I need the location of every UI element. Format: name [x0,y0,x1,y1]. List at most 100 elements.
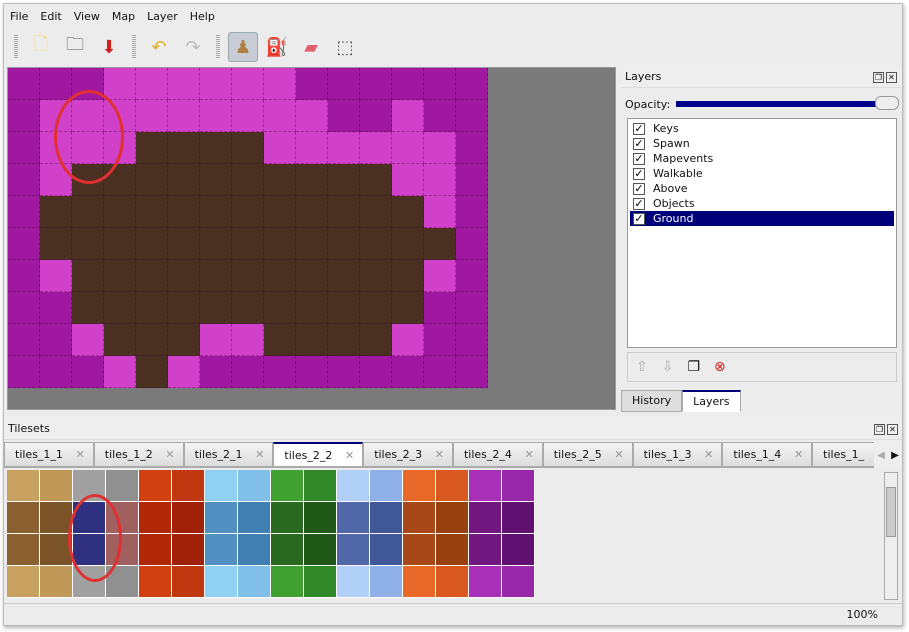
map-tile[interactable] [8,356,40,388]
map-tile[interactable] [168,260,200,292]
undo-button[interactable]: ↶ [144,32,174,62]
stamp-brush-button[interactable]: ♟ [228,32,258,62]
bucket-fill-button[interactable]: ⛽ [262,32,292,62]
toolbar-grip[interactable] [216,35,220,59]
map-tile[interactable] [8,228,40,260]
tileset-tile[interactable] [40,534,73,566]
map-tile[interactable] [168,228,200,260]
float-icon[interactable]: ❐ [873,72,884,83]
tileset-tile[interactable] [40,502,73,534]
tileset-tile[interactable] [172,470,205,502]
tab-history[interactable]: History [621,390,683,412]
tileset-tile[interactable] [469,566,502,598]
tileset-tile[interactable] [403,502,436,534]
close-icon[interactable]: ✕ [887,424,898,435]
map-tile[interactable] [136,164,168,196]
visibility-checkbox[interactable]: ✓ [633,181,645,195]
float-icon[interactable]: ❐ [874,424,885,435]
tileset-tile[interactable] [40,470,73,502]
map-tile[interactable] [456,196,488,228]
visibility-checkbox[interactable]: ✓ [633,196,645,210]
layer-item[interactable]: ✓ Objects [630,196,894,211]
map-tile[interactable] [8,164,40,196]
tileset-tile[interactable] [7,566,40,598]
tileset-tile[interactable] [238,534,271,566]
map-tile[interactable] [72,196,104,228]
map-tile[interactable] [296,356,328,388]
layer-item[interactable]: ✓ Spawn [630,136,894,151]
tileset-tile[interactable] [271,502,304,534]
map-tile[interactable] [264,164,296,196]
map-tile[interactable] [40,260,72,292]
map-tile[interactable] [8,324,40,356]
map-tile[interactable] [360,292,392,324]
tileset-tile[interactable] [271,470,304,502]
tileset-tile[interactable] [469,502,502,534]
map-tile[interactable] [40,292,72,324]
tileset-tab[interactable]: tiles_2_3 ✕ [363,442,453,467]
tileset-tile[interactable] [370,470,403,502]
map-tile[interactable] [136,68,168,100]
map-tile[interactable] [72,292,104,324]
menu-view[interactable]: View [73,9,100,23]
map-tile[interactable] [264,68,296,100]
tileset-tile[interactable] [271,566,304,598]
map-tile[interactable] [72,260,104,292]
map-tile[interactable] [168,356,200,388]
map-tile[interactable] [456,100,488,132]
map-tile[interactable] [360,100,392,132]
tileset-tab[interactable]: tiles_2_4 ✕ [452,442,543,467]
raise-layer-icon[interactable]: ⇧ [636,359,648,375]
map-tile[interactable] [328,164,360,196]
map-tile[interactable] [200,324,232,356]
map-tile[interactable] [168,68,200,100]
map-tile[interactable] [296,164,328,196]
map-tile[interactable] [360,324,392,356]
close-icon[interactable]: ✕ [886,72,897,83]
map-tile[interactable] [232,356,264,388]
tileset-tile[interactable] [337,566,370,598]
map-tile[interactable] [392,196,424,228]
tab-layers[interactable]: Layers [682,390,741,412]
visibility-checkbox[interactable]: ✓ [633,121,645,135]
menu-layer[interactable]: Layer [147,9,178,23]
map-tile[interactable] [264,228,296,260]
visibility-checkbox[interactable]: ✓ [633,151,645,165]
map-tile[interactable] [296,132,328,164]
map-tile[interactable] [168,292,200,324]
map-tile[interactable] [264,100,296,132]
map-tile[interactable] [136,356,168,388]
map-tile[interactable] [424,164,456,196]
tileset-tile[interactable] [40,566,73,598]
map-tile[interactable] [296,100,328,132]
map-tile[interactable] [392,292,424,324]
tileset-tile[interactable] [436,470,469,502]
map-tile[interactable] [392,228,424,260]
tileset-tile[interactable] [403,470,436,502]
map-tile[interactable] [264,292,296,324]
map-tile[interactable] [40,324,72,356]
tileset-tile[interactable] [337,534,370,566]
tileset-tile[interactable] [205,470,238,502]
tileset-tile[interactable] [502,566,535,598]
map-tile[interactable] [296,260,328,292]
map-tile[interactable] [424,292,456,324]
map-tile[interactable] [360,68,392,100]
tileset-tile[interactable] [502,534,535,566]
map-tile[interactable] [328,68,360,100]
duplicate-layer-icon[interactable]: ❐ [687,359,701,375]
map-tile[interactable] [424,196,456,228]
visibility-checkbox[interactable]: ✓ [633,166,645,180]
map-tile[interactable] [264,356,296,388]
map-tile[interactable] [8,196,40,228]
tileset-tile[interactable] [403,566,436,598]
map-tile[interactable] [264,324,296,356]
rectangle-select-button[interactable]: ⬚ [330,32,360,62]
map-tile[interactable] [200,68,232,100]
map-tile[interactable] [40,68,72,100]
tileset-tile[interactable] [502,470,535,502]
map-tile[interactable] [136,292,168,324]
delete-layer-icon[interactable]: ⊗ [714,359,726,375]
map-tile[interactable] [200,228,232,260]
close-tab-icon[interactable]: ✕ [255,448,265,461]
